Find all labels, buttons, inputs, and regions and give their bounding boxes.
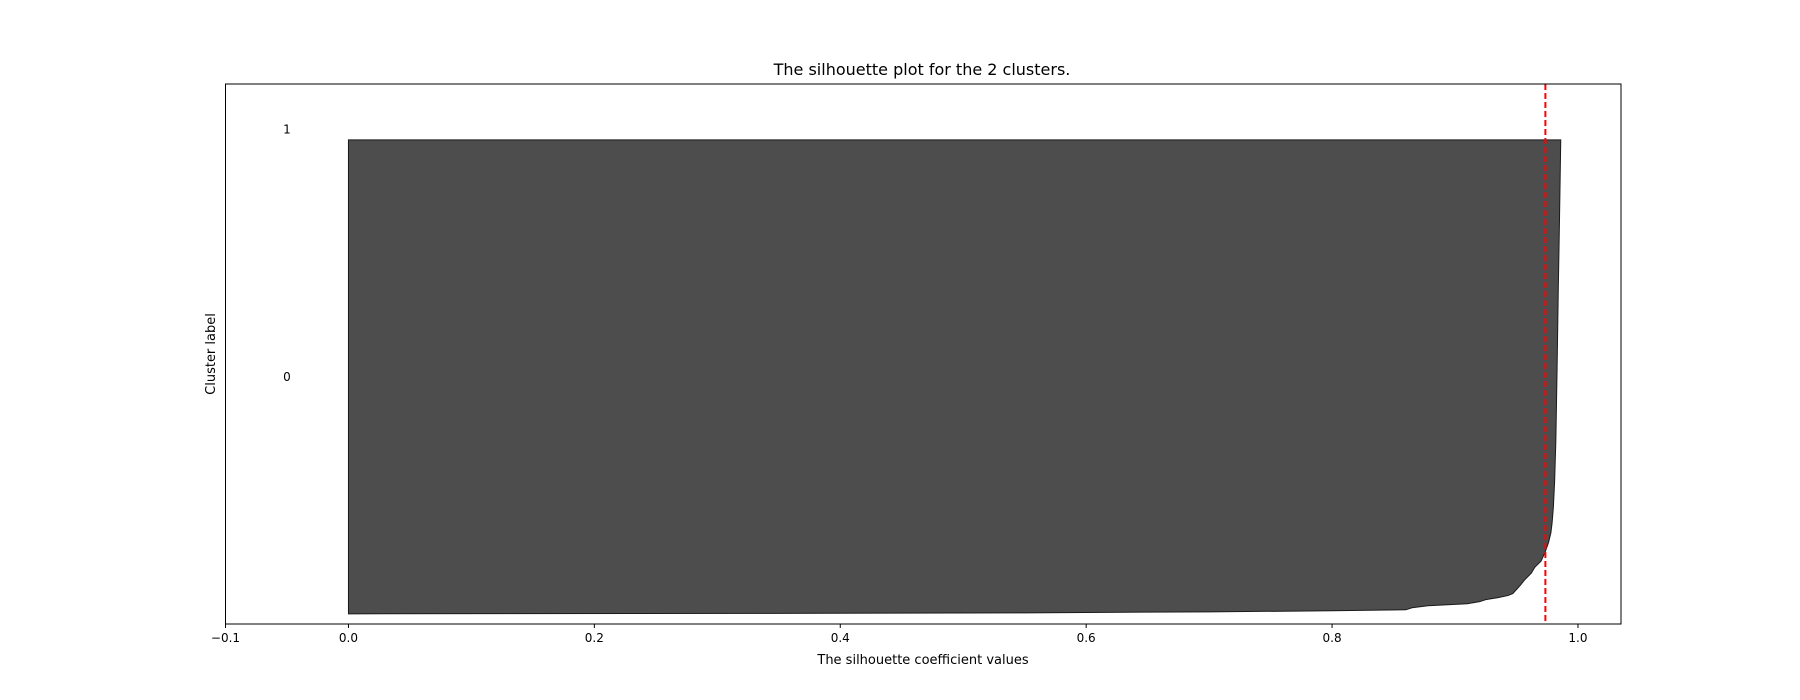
plot-frame xyxy=(225,83,1622,625)
x-axis-ticks: −0.1 0.0 0.2 0.4 0.6 0.8 1.0 xyxy=(211,624,1588,645)
x-tick-label: 0.2 xyxy=(585,631,604,645)
x-tick-label: 0.4 xyxy=(831,631,850,645)
y-axis-label: Cluster label xyxy=(204,313,219,395)
x-tick-label: 0.0 xyxy=(339,631,358,645)
cluster-label-1: 1 xyxy=(283,123,291,137)
x-tick-label: 0.6 xyxy=(1077,631,1096,645)
chart-title: The silhouette plot for the 2 clusters. xyxy=(773,60,1071,79)
clusters-layer: 01 xyxy=(283,123,1562,615)
cluster-0-silhouette-area xyxy=(347,139,1562,615)
x-tick-label: 0.8 xyxy=(1323,631,1342,645)
x-axis-label: The silhouette coefficient values xyxy=(816,653,1028,668)
cluster-label-0: 0 xyxy=(283,370,291,384)
x-tick-label: −0.1 xyxy=(211,631,240,645)
x-tick-label: 1.0 xyxy=(1568,631,1587,645)
